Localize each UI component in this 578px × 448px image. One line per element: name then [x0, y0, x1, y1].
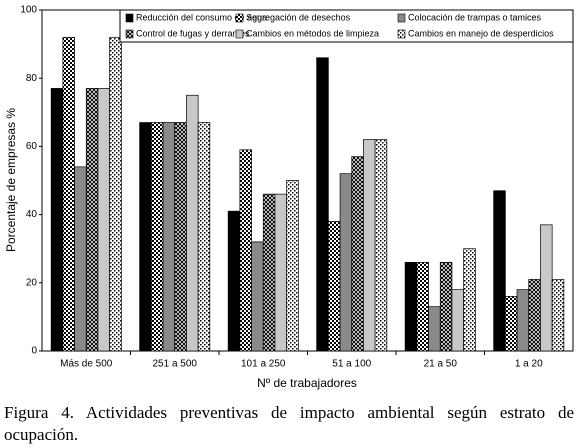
- x-tick-label: Más de 500: [60, 359, 113, 370]
- bar: [351, 156, 364, 352]
- legend-swatch: [125, 29, 134, 39]
- bar: [197, 122, 211, 352]
- x-tick-label: 51 a 100: [332, 359, 371, 370]
- y-tick-label: 0: [31, 346, 37, 357]
- y-tick-label: 60: [26, 141, 38, 152]
- bar: [97, 88, 110, 352]
- bar: [274, 193, 288, 352]
- legend-swatch: [397, 29, 406, 39]
- legend-label: Control de fugas y derrames: [136, 28, 250, 38]
- x-axis-label: Nº de trabajadores: [257, 376, 357, 390]
- legend-label: Colocación de trampas o tamices: [408, 12, 542, 22]
- bar: [363, 139, 376, 352]
- bar: [463, 248, 476, 352]
- bar: [162, 122, 176, 352]
- bar: [62, 36, 75, 352]
- bar: [528, 279, 541, 352]
- y-axis-label: Porcentaje de empresas %: [4, 108, 18, 252]
- bar: [328, 221, 341, 352]
- x-tick-label: 101 a 250: [241, 359, 286, 370]
- x-tick-label: 21 a 50: [424, 359, 458, 370]
- chart: Porcentaje de empresas % Nº de trabajado…: [4, 5, 574, 390]
- bar: [428, 306, 441, 352]
- bar: [109, 36, 122, 352]
- bar: [339, 173, 353, 352]
- bar: [516, 289, 530, 352]
- bar: [316, 57, 329, 352]
- legend-swatch: [125, 13, 134, 23]
- y-tick-label: 40: [26, 209, 38, 220]
- bar: [505, 296, 518, 352]
- bar: [174, 122, 187, 352]
- legend-swatch: [235, 29, 244, 39]
- x-tick-label: 251 a 500: [153, 359, 198, 370]
- bar: [551, 279, 565, 352]
- y-tick-label: 20: [26, 277, 38, 288]
- x-tick-label: 1 a 20: [515, 359, 543, 370]
- bar: [374, 139, 388, 352]
- bar: [50, 88, 64, 352]
- bar: [239, 149, 252, 352]
- legend-box: [119, 9, 574, 43]
- y-tick-label: 100: [20, 5, 37, 16]
- bar: [540, 224, 553, 352]
- bar: [227, 210, 241, 352]
- bar: [451, 289, 465, 352]
- caption: Figura 4. Actividades preventivas de imp…: [4, 403, 574, 444]
- legend-label: Cambios en manejo de desperdicios: [408, 28, 554, 38]
- bar: [416, 261, 429, 352]
- bar: [151, 122, 164, 352]
- bar: [439, 261, 453, 352]
- bar: [493, 190, 506, 352]
- bar: [251, 241, 264, 352]
- bar: [186, 94, 199, 352]
- legend-label: Cambios en métodos de limpieza: [246, 28, 379, 38]
- legend-swatch: [235, 13, 244, 23]
- bar: [286, 180, 299, 352]
- legend-label: Segregación de desechos: [246, 12, 351, 22]
- legend-label: Reducción del consumo de agua: [136, 12, 267, 22]
- legend-swatch: [397, 13, 406, 23]
- bar: [85, 88, 99, 352]
- y-tick-label: 80: [26, 73, 38, 84]
- bar: [74, 166, 87, 352]
- bar: [139, 122, 152, 352]
- bar: [262, 193, 276, 352]
- bar: [404, 261, 418, 352]
